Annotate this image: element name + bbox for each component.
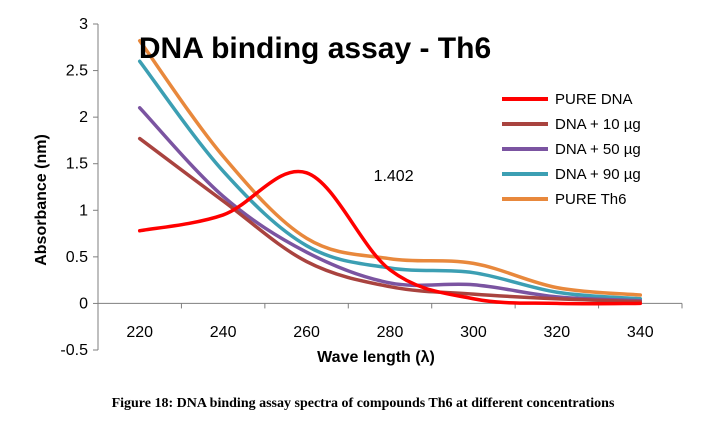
legend-label: DNA + 90 µg <box>555 166 641 183</box>
y-tick-label: 1.5 <box>66 156 88 173</box>
x-axis-title: Wave length (λ) <box>317 349 435 366</box>
x-tick-label: 220 <box>126 324 153 341</box>
y-tick-label: -0.5 <box>60 342 88 359</box>
y-axis-title: Absorbance (nm) <box>33 134 50 266</box>
series-line-4 <box>137 39 643 297</box>
figure-caption: Figure 18: DNA binding assay spectra of … <box>111 396 615 411</box>
x-tick-label: 280 <box>377 324 404 341</box>
x-tick-label: 300 <box>460 324 487 341</box>
y-tick-label: 1 <box>79 202 88 219</box>
series-lines <box>137 39 643 306</box>
series-line-2 <box>137 106 643 303</box>
x-tick-label: 240 <box>210 324 237 341</box>
legend-label: DNA + 50 µg <box>555 141 641 158</box>
x-tick-label: 340 <box>627 324 654 341</box>
legend-label: PURE Th6 <box>555 191 626 208</box>
chart-title: DNA binding assay - Th6 <box>139 32 491 65</box>
y-tick-label: 0 <box>79 295 88 312</box>
axes: -0.5 0 0.5 1 1.5 2 2.5 3 220 240 260 280 300 320 340 <box>60 16 683 359</box>
legend: PURE DNA DNA + 10 µg DNA + 50 µg DNA + 90 µ… <box>502 91 641 208</box>
series-line-1 <box>137 136 643 304</box>
x-tick-label: 260 <box>293 324 320 341</box>
legend-label: PURE DNA <box>555 91 633 108</box>
y-tick-label: 0.5 <box>66 249 88 266</box>
y-tick-label: 2 <box>79 109 88 126</box>
y-tick-label: 3 <box>79 16 88 33</box>
annotations: 1.402 <box>374 168 414 185</box>
series-line-0 <box>137 169 643 306</box>
x-tick-label: 320 <box>544 324 571 341</box>
data-label: 1.402 <box>374 168 414 185</box>
y-tick-label: 2.5 <box>66 63 88 80</box>
legend-label: DNA + 10 µg <box>555 116 641 133</box>
